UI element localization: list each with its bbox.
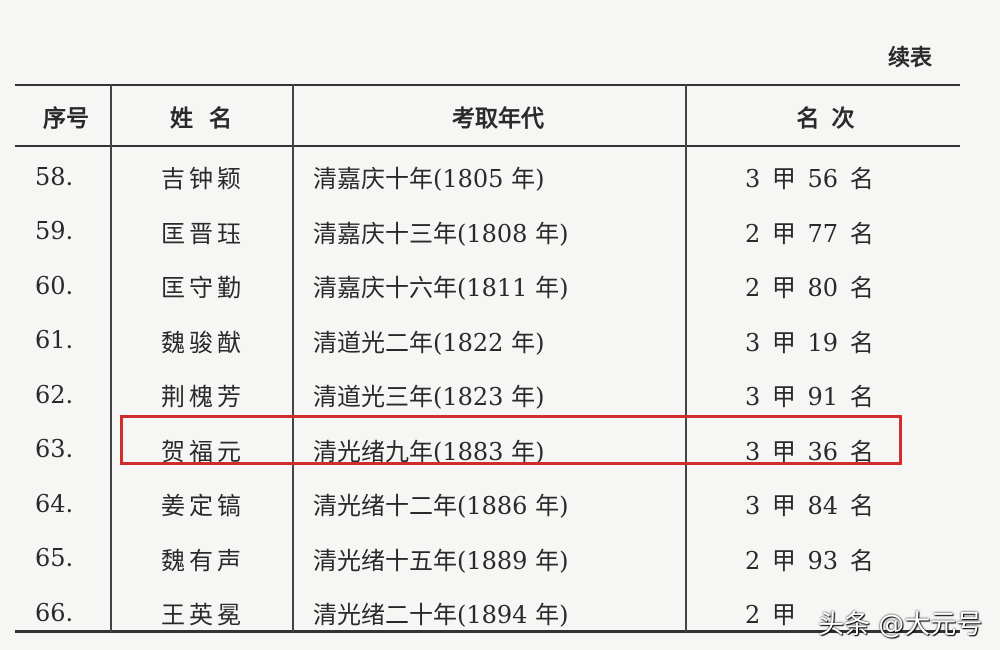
header-index: 序号 xyxy=(43,105,89,132)
column-divider xyxy=(292,84,294,632)
cell-name: 魏有声 xyxy=(161,546,245,575)
cell-year: 清光绪二十年(1894 年) xyxy=(313,601,569,629)
cell-rank: 3 甲 36 名 xyxy=(745,437,874,466)
cell-index: 64. xyxy=(35,489,74,518)
cell-name: 魏骏猷 xyxy=(161,328,245,357)
table-row: 58. 吉钟颖 清嘉庆十年(1805 年) 3 甲 56 名 xyxy=(15,149,960,204)
header-name: 姓 名 xyxy=(169,105,236,132)
cell-name: 贺福元 xyxy=(161,437,245,466)
cell-name: 匡守勤 xyxy=(161,274,245,302)
cell-index: 62. xyxy=(35,380,74,409)
table-row: 65. 魏有声 清光绪十五年(1889 年) 2 甲 93 名 xyxy=(15,531,960,586)
cell-year: 清光绪九年(1883 年) xyxy=(313,437,545,466)
cell-index: 58. xyxy=(35,162,74,191)
highlight-box xyxy=(120,415,902,465)
table-header: 序号 姓 名 考取年代 名 次 xyxy=(15,88,960,143)
table-row: 62. 荆槐芳 清道光三年(1823 年) 3 甲 91 名 xyxy=(15,367,960,422)
cell-rank: 3 甲 84 名 xyxy=(745,492,874,520)
cell-index: 66. xyxy=(35,598,74,627)
watermark: 头条 @大元号 xyxy=(818,610,983,640)
cell-index: 63. xyxy=(35,435,74,463)
continued-caption: 续表 xyxy=(887,46,932,71)
header-rank: 名 次 xyxy=(796,105,855,132)
cell-name: 姜定镐 xyxy=(161,492,245,520)
cell-index: 59. xyxy=(35,217,74,245)
cell-year: 清嘉庆十六年(1811 年) xyxy=(313,274,569,302)
cell-year: 清嘉庆十三年(1808 年) xyxy=(313,219,569,248)
cell-name: 王英冕 xyxy=(161,601,245,629)
cell-year: 清嘉庆十年(1805 年) xyxy=(313,165,545,193)
cell-name: 荆槐芳 xyxy=(161,383,245,411)
cell-rank: 3 甲 19 名 xyxy=(745,328,874,357)
cell-rank: 3 甲 56 名 xyxy=(745,165,874,193)
table-top-rule xyxy=(15,84,960,86)
cell-index: 61. xyxy=(35,326,74,354)
cell-year: 清道光三年(1823 年) xyxy=(313,383,545,411)
cell-index: 65. xyxy=(35,544,74,572)
header-rule xyxy=(15,145,960,147)
cell-year: 清光绪十二年(1886 年) xyxy=(313,492,569,520)
cell-rank: 3 甲 91 名 xyxy=(745,383,874,411)
cell-rank: 2 甲 80 名 xyxy=(745,274,874,302)
cell-index: 60. xyxy=(35,271,74,300)
cell-year: 清光绪十五年(1889 年) xyxy=(313,546,569,575)
cell-rank: 2 甲 xyxy=(745,601,796,629)
cell-year: 清道光二年(1822 年) xyxy=(313,328,545,357)
header-year: 考取年代 xyxy=(452,105,544,132)
cell-rank: 2 甲 93 名 xyxy=(745,546,874,575)
column-divider xyxy=(685,84,687,632)
table-row: 64. 姜定镐 清光绪十二年(1886 年) 3 甲 84 名 xyxy=(15,476,960,531)
table-row: 63. 贺福元 清光绪九年(1883 年) 3 甲 36 名 xyxy=(15,422,960,477)
cell-rank: 2 甲 77 名 xyxy=(745,219,874,248)
cell-name: 吉钟颖 xyxy=(161,165,245,193)
table-row: 66. 王英冕 清光绪二十年(1894 年) 2 甲 xyxy=(15,585,960,640)
cell-name: 匡晋珏 xyxy=(161,219,245,248)
table-row: 60. 匡守勤 清嘉庆十六年(1811 年) 2 甲 80 名 xyxy=(15,258,960,313)
table-row: 59. 匡晋珏 清嘉庆十三年(1808 年) 2 甲 77 名 xyxy=(15,204,960,259)
table-row: 61. 魏骏猷 清道光二年(1822 年) 3 甲 19 名 xyxy=(15,313,960,368)
table-bottom-rule xyxy=(15,630,960,633)
column-divider xyxy=(110,84,112,632)
